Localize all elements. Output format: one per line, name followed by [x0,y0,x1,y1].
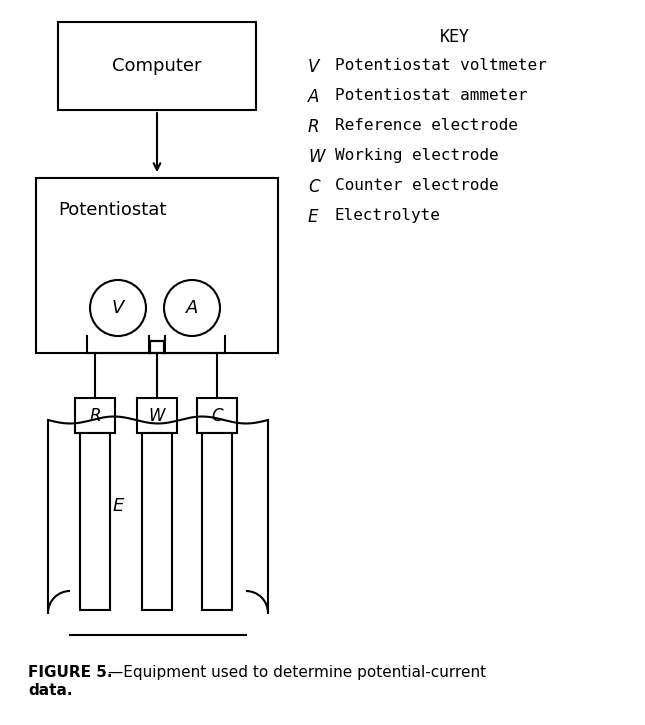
Text: A: A [308,88,319,106]
Bar [80,433,110,610]
Text: —Equipment used to determine potential-current: —Equipment used to determine potential-c… [108,665,486,680]
Circle shape [164,280,220,336]
Text: R: R [89,407,101,425]
Text: KEY: KEY [440,28,470,46]
Text: V: V [112,299,124,317]
Text: Counter electrode: Counter electrode [335,178,499,193]
Text: C: C [308,178,320,196]
Text: data.: data. [28,683,72,698]
Text: A: A [186,299,198,317]
Text: Potentiostat: Potentiostat [58,201,166,219]
Text: W: W [308,148,324,166]
Text: W: W [149,407,165,425]
Text: C: C [211,407,223,425]
Bar [197,398,237,433]
Bar [202,433,232,610]
Bar [75,398,115,433]
Text: R: R [308,118,319,136]
Text: E: E [112,497,124,515]
Text: E: E [308,208,319,226]
Bar [142,433,172,610]
Circle shape [90,280,146,336]
Bar [36,178,278,353]
Text: V: V [308,58,319,76]
Text: Reference electrode: Reference electrode [335,118,518,133]
Text: Potentiostat voltmeter: Potentiostat voltmeter [335,58,547,73]
Text: Working electrode: Working electrode [335,148,499,163]
Text: Potentiostat ammeter: Potentiostat ammeter [335,88,528,103]
Bar [58,22,256,110]
Text: FIGURE 5.: FIGURE 5. [28,665,112,680]
Text: Computer: Computer [112,57,202,75]
Text: Electrolyte: Electrolyte [335,208,441,223]
Bar [137,398,177,433]
